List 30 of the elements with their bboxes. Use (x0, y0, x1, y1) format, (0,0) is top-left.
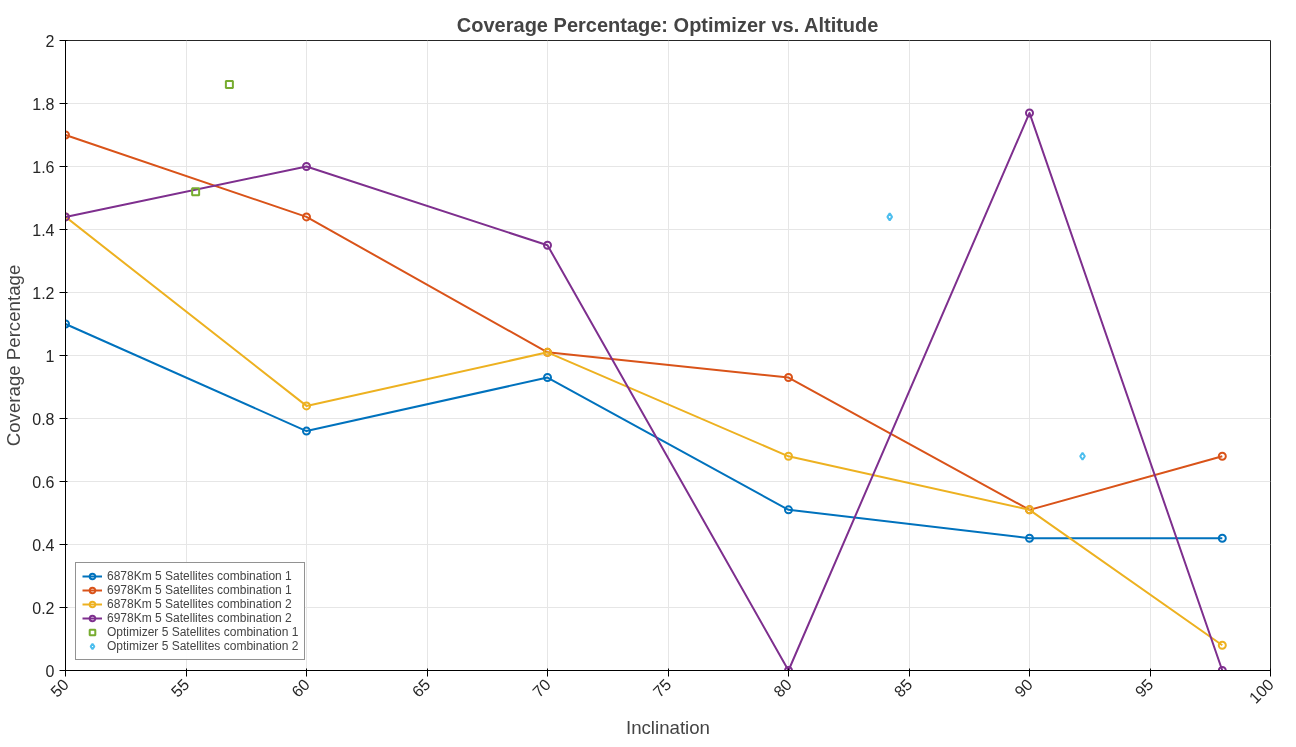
y-tick-label: 1.2 (32, 284, 55, 302)
x-tick-label: 60 (288, 675, 313, 701)
legend-label: 6978Km 5 Satellites combination 1 (107, 583, 292, 597)
y-tick-label: 0.2 (32, 599, 55, 617)
x-tick-label: 75 (649, 675, 675, 701)
y-tick-label: 1.6 (32, 158, 55, 176)
legend-label: 6878Km 5 Satellites combination 2 (107, 597, 292, 611)
x-tick-label: 100 (1245, 675, 1277, 707)
legend-label: 6978Km 5 Satellites combination 2 (107, 611, 292, 625)
x-tick-label: 95 (1131, 675, 1157, 701)
y-tick-label: 0.8 (32, 410, 55, 428)
legend-label: Optimizer 5 Satellites combination 1 (107, 625, 299, 639)
y-axis-title: Coverage Percentage (3, 264, 25, 447)
y-tick-label: 0 (45, 662, 55, 680)
y-tick-label: 1.8 (32, 95, 55, 113)
x-tick-label: 90 (1011, 675, 1036, 701)
x-tick-label: 80 (770, 675, 795, 701)
x-tick-label: 85 (890, 675, 916, 701)
x-tick-label: 70 (529, 675, 554, 701)
y-tick-label: 2 (45, 32, 55, 50)
legend-label: 6878Km 5 Satellites combination 1 (107, 569, 292, 583)
y-tick-label: 1.4 (32, 221, 55, 239)
legend-label: Optimizer 5 Satellites combination 2 (107, 639, 299, 653)
x-tick-label: 65 (408, 675, 434, 701)
y-tick-label: 0.4 (32, 536, 55, 554)
chart-title: Coverage Percentage: Optimizer vs. Altitude (456, 13, 879, 36)
y-tick-label: 1 (45, 347, 55, 365)
x-axis-title: Inclination (626, 716, 711, 738)
x-tick-label: 55 (167, 675, 193, 701)
y-tick-label: 0.6 (32, 473, 55, 491)
